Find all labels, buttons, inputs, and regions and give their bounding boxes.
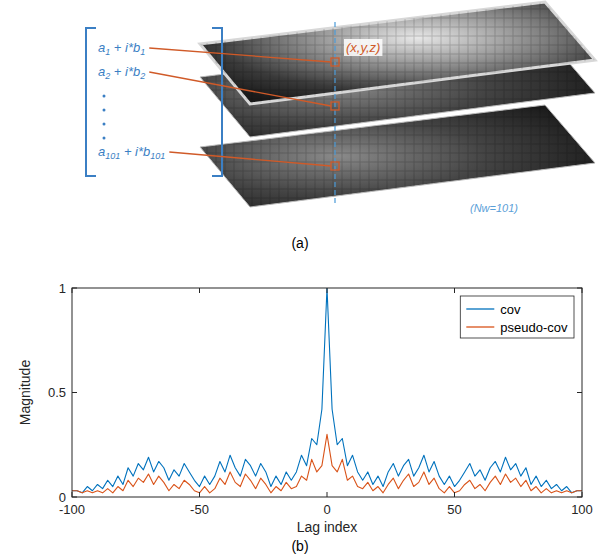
legend-swatch	[466, 308, 494, 309]
vector-entry: a101 + i*b101	[98, 144, 165, 161]
ellipsis-dot	[103, 137, 106, 140]
legend-label: cov	[500, 302, 521, 317]
y-tick	[577, 392, 582, 393]
entry-text: a	[98, 144, 105, 159]
y-tick-label: 0	[59, 490, 66, 505]
y-tick	[72, 288, 77, 289]
ellipsis-dot	[103, 95, 106, 98]
panel-label: (a)	[291, 235, 308, 251]
subscript: 1	[140, 47, 145, 57]
depth-line	[334, 22, 335, 205]
plot-area	[72, 288, 582, 497]
leader-line	[149, 72, 331, 106]
legend-label: pseudo-cov	[500, 320, 568, 335]
x-tick-label: -50	[190, 502, 209, 517]
legend: cov pseudo-cov	[460, 296, 574, 338]
entry-text: + i*b	[110, 64, 140, 79]
leader-line	[169, 152, 331, 166]
entry-text: + i*b	[110, 40, 140, 55]
y-tick	[72, 392, 77, 393]
x-tick-label: 50	[447, 502, 461, 517]
x-tick	[454, 492, 455, 497]
x-tick	[327, 492, 328, 497]
x-tick	[199, 288, 200, 293]
series-line	[72, 288, 582, 493]
ellipsis-dot	[103, 123, 106, 126]
voxel-marker	[331, 162, 339, 170]
figure: a1 + i*b1a2 + i*b2a101 + i*b101(x,y,z)(N…	[0, 0, 601, 558]
x-tick-label: 0	[323, 502, 330, 517]
y-tick	[577, 288, 582, 289]
series-line	[72, 434, 582, 493]
y-tick-label: 1	[59, 281, 66, 296]
entry-text: a	[98, 64, 105, 79]
vector-entry: a2 + i*b2	[98, 64, 145, 81]
panel-label: (b)	[291, 538, 308, 554]
x-tick-label: 100	[571, 502, 593, 517]
y-tick-label: 0.5	[48, 385, 66, 400]
window-label: (Nw=101)	[470, 202, 518, 214]
bracket	[212, 28, 222, 176]
x-tick	[327, 288, 328, 293]
x-axis-title: Lag index	[297, 519, 358, 535]
label-patch	[344, 39, 382, 56]
y-tick	[72, 497, 77, 498]
entry-text: + i*b	[120, 144, 150, 159]
image-sheet-texture	[200, 2, 595, 104]
x-tick	[72, 492, 73, 497]
series-group	[72, 288, 582, 493]
axes-frame	[72, 288, 582, 497]
x-tick	[582, 492, 583, 497]
subscript: 101	[150, 151, 165, 161]
bracket	[86, 28, 96, 176]
x-tick	[72, 288, 73, 293]
x-tick	[199, 492, 200, 497]
vector-entry: a1 + i*b1	[98, 40, 145, 57]
subscript: 2	[139, 71, 145, 81]
entry-text: a	[98, 40, 105, 55]
panel-b: -100-5005010000.51Lag indexMagnitude(b)c…	[17, 281, 593, 555]
legend-box	[460, 296, 574, 338]
subscript: 101	[105, 151, 120, 161]
voxel-marker	[331, 102, 339, 110]
leader-line	[149, 48, 331, 62]
point-label: (x,y,z)	[346, 40, 380, 55]
legend-swatch	[466, 326, 494, 327]
x-tick	[454, 288, 455, 293]
ellipsis-dot	[103, 109, 106, 112]
voxel-marker	[331, 58, 339, 66]
y-axis-title: Magnitude	[17, 360, 33, 426]
x-tick	[582, 288, 583, 293]
panel-a: a1 + i*b1a2 + i*b2a101 + i*b101(x,y,z)(N…	[86, 2, 595, 251]
y-tick	[577, 497, 582, 498]
image-sheet	[200, 2, 595, 104]
